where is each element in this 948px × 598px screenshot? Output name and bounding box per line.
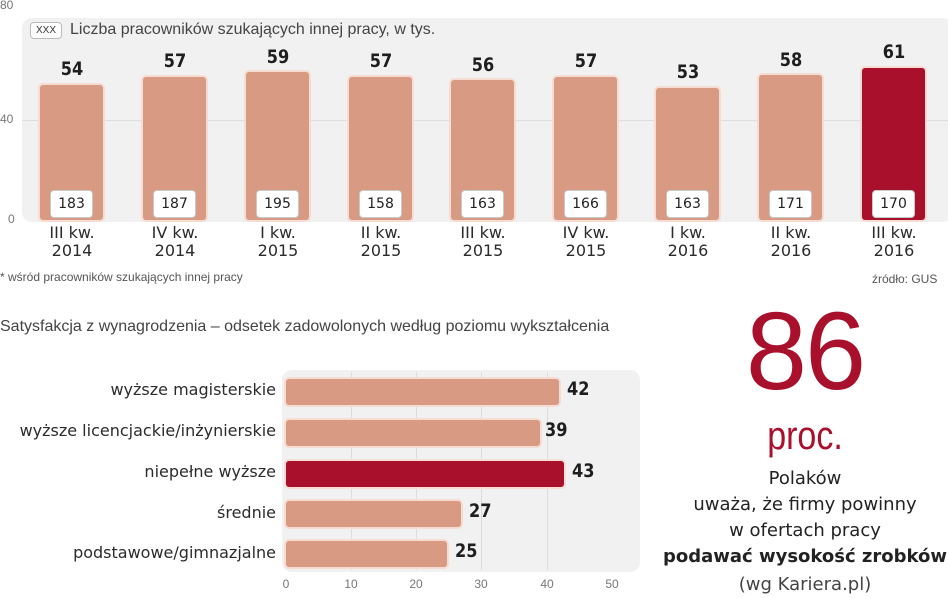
- count-box: 183: [50, 190, 93, 218]
- bar-value: 54: [60, 58, 84, 80]
- ytick-40: 40: [0, 112, 14, 126]
- hbar-value: 27: [469, 500, 492, 522]
- x-label: III kw. 2014: [27, 224, 117, 260]
- bar-value: 53: [676, 61, 700, 83]
- x-label-year: 2014: [154, 241, 196, 260]
- bar-value: 57: [369, 50, 393, 72]
- count-box: 187: [153, 190, 196, 218]
- x-label-year: 2014: [51, 241, 93, 260]
- hbar-value: 42: [567, 378, 590, 400]
- count-box: 166: [564, 190, 607, 218]
- source-label: źródło: GUS: [872, 272, 938, 286]
- xtick-10: 10: [344, 577, 358, 591]
- callout-line: w ofertach pracy: [729, 520, 881, 541]
- hbar-value: 25: [455, 540, 478, 562]
- count-box: 163: [666, 190, 709, 218]
- row-label: niepełne wyższe: [144, 462, 276, 481]
- callout-unit: proc.: [767, 414, 843, 458]
- callout-number: 86: [745, 290, 866, 413]
- x-label-quarter: II kw.: [360, 223, 402, 242]
- row-label: wyższe magisterskie: [110, 380, 276, 399]
- xtick-20: 20: [409, 577, 423, 591]
- legend-marker: XXX: [30, 21, 63, 39]
- x-label-quarter: II kw.: [770, 223, 812, 242]
- x-label-year: 2016: [873, 241, 915, 260]
- bar-value: 59: [266, 46, 290, 68]
- xtick-40: 40: [540, 577, 554, 591]
- x-label-quarter: I kw.: [670, 223, 706, 242]
- x-label-quarter: IV kw.: [151, 223, 199, 242]
- callout-line: Polaków: [768, 468, 842, 489]
- hbar-niepelne-wyzsze-highlight: [286, 461, 564, 487]
- x-label-quarter: IV kw.: [562, 223, 610, 242]
- x-label: IV kw. 2015: [541, 224, 631, 260]
- count-box: 163: [461, 190, 504, 218]
- xtick-30: 30: [474, 577, 488, 591]
- x-label-year: 2015: [462, 241, 504, 260]
- x-label: I kw. 2016: [643, 224, 733, 260]
- callout-source: (wg Kariera.pl): [738, 574, 872, 595]
- bar-value: 56: [471, 54, 495, 76]
- x-label-year: 2016: [667, 241, 709, 260]
- count-box: 171: [769, 190, 812, 218]
- bar-value: 57: [574, 50, 598, 72]
- row-label: podstawowe/gimnazjalne: [73, 543, 276, 562]
- callout-description: Polaków uważa, że firmy powinny w oferta…: [650, 466, 948, 570]
- x-label: III kw. 2016: [849, 224, 939, 260]
- callout-line: uważa, że firmy powinny: [693, 494, 917, 515]
- bar-value: 61: [882, 41, 906, 63]
- count-box: 158: [359, 190, 402, 218]
- row-label: średnie: [217, 503, 276, 522]
- xtick-0: 0: [282, 577, 290, 591]
- row-label: wyższe licencjackie/inżynierskie: [19, 421, 276, 440]
- hbar-podstawowe: [286, 541, 447, 567]
- ytick-80: 80: [0, 0, 14, 12]
- x-label-year: 2016: [770, 241, 812, 260]
- x-label-quarter: I kw.: [260, 223, 296, 242]
- callout-line: podawać wysokość zrobków: [662, 546, 948, 567]
- x-label-quarter: III kw.: [871, 223, 917, 242]
- x-label: II kw. 2015: [336, 224, 426, 260]
- x-label-quarter: III kw.: [460, 223, 506, 242]
- x-label: I kw. 2015: [233, 224, 323, 260]
- bar-value: 57: [163, 50, 187, 72]
- hbar-wyzsze-licencjackie: [286, 420, 540, 446]
- bottom-chart-title: Satysfakcja z wynagrodzenia – odsetek za…: [0, 318, 610, 335]
- legend-label: Liczba pracowników szukających innej pra…: [70, 21, 436, 38]
- x-label: IV kw. 2014: [130, 224, 220, 260]
- x-label-quarter: III kw.: [49, 223, 95, 242]
- bar-value: 58: [779, 49, 803, 71]
- hbar-wyzsze-magisterskie: [286, 379, 559, 405]
- x-label-year: 2015: [257, 241, 299, 260]
- footnote: * wśród pracowników szukających innej pr…: [0, 270, 243, 284]
- x-label-year: 2015: [565, 241, 607, 260]
- x-label-year: 2015: [360, 241, 402, 260]
- hbar-value: 43: [572, 460, 595, 482]
- x-label: III kw. 2015: [438, 224, 528, 260]
- xtick-50: 50: [605, 577, 619, 591]
- hbar-value: 39: [545, 419, 568, 441]
- hbar-srednie: [286, 501, 461, 527]
- count-box: 170: [872, 190, 915, 218]
- count-box: 195: [256, 190, 299, 218]
- top-chart-legend: XXX Liczba pracowników szukających innej…: [30, 21, 435, 39]
- x-label: II kw. 2016: [746, 224, 836, 260]
- ytick-0: 0: [8, 212, 15, 226]
